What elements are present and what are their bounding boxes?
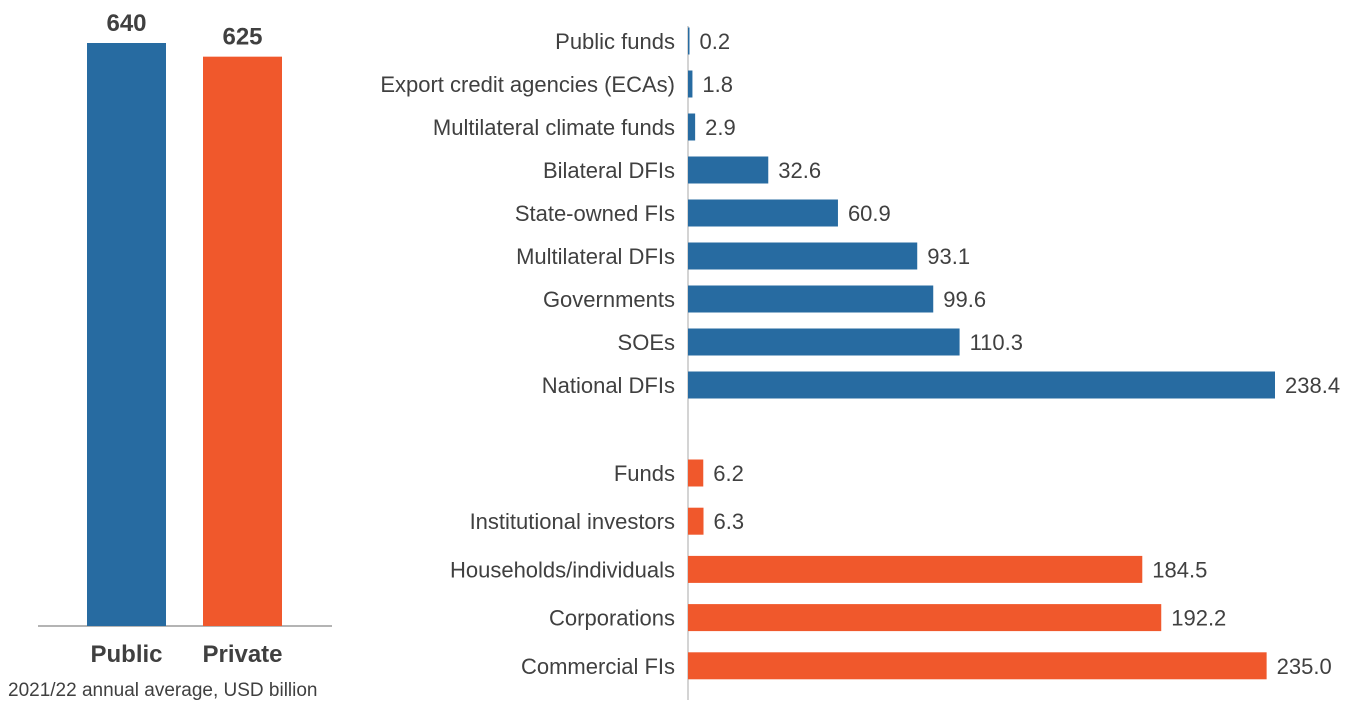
category-label-multilateral-climate-funds: Multilateral climate funds [433, 115, 675, 140]
bar-institutional-investors [688, 507, 704, 535]
bar-governments [688, 285, 934, 313]
value-label-national-dfis: 238.4 [1285, 373, 1340, 398]
bar-households-individuals [688, 555, 1143, 583]
value-label-commercial-fis: 235.0 [1277, 654, 1332, 679]
value-label-private: 625 [222, 24, 262, 51]
value-label-state-owned-fis: 60.9 [848, 201, 891, 226]
bar-public-funds [688, 27, 690, 55]
category-label-institutional-investors: Institutional investors [470, 509, 675, 534]
bar-multilateral-climate-funds [688, 113, 696, 141]
bar-commercial-fis [688, 652, 1267, 680]
bar-funds [688, 459, 704, 487]
bar-export-credit-agencies-ecas [688, 70, 693, 98]
category-label-funds: Funds [614, 461, 675, 486]
category-label-governments: Governments [543, 287, 675, 312]
value-label-multilateral-climate-funds: 2.9 [705, 115, 736, 140]
value-label-public-funds: 0.2 [700, 29, 731, 54]
value-label-funds: 6.2 [713, 461, 744, 486]
bar-bilateral-dfis [688, 156, 769, 184]
totals-bar-chart: 640 Public 625 Private [38, 10, 332, 668]
breakdown-bar-chart: Public funds 0.2 Export credit agencies (E… [380, 26, 1340, 700]
category-label-national-dfis: National DFIs [542, 373, 675, 398]
value-label-export-credit-agencies-ecas: 1.8 [702, 72, 733, 97]
value-label-corporations: 192.2 [1171, 606, 1226, 631]
category-label-public: Public [90, 641, 162, 668]
value-label-multilateral-dfis: 93.1 [927, 244, 970, 269]
chart-caption: 2021/22 annual average, USD billion [8, 680, 318, 701]
value-label-institutional-investors: 6.3 [714, 509, 745, 534]
bar-soes [688, 328, 960, 356]
bar-multilateral-dfis [688, 242, 918, 270]
bar-private [203, 56, 282, 626]
category-label-public-funds: Public funds [555, 29, 675, 54]
category-label-corporations: Corporations [549, 606, 675, 631]
category-label-bilateral-dfis: Bilateral DFIs [543, 158, 675, 183]
category-label-state-owned-fis: State-owned FIs [515, 201, 675, 226]
value-label-bilateral-dfis: 32.6 [778, 158, 821, 183]
value-label-households-individuals: 184.5 [1152, 557, 1207, 582]
category-label-multilateral-dfis: Multilateral DFIs [516, 244, 675, 269]
value-label-public: 640 [106, 10, 146, 37]
value-label-governments: 99.6 [943, 287, 986, 312]
category-label-export-credit-agencies-ecas: Export credit agencies (ECAs) [380, 72, 675, 97]
bar-public [87, 43, 166, 626]
bar-national-dfis [688, 371, 1275, 399]
bar-state-owned-fis [688, 199, 838, 227]
category-label-households-individuals: Households/individuals [450, 557, 675, 582]
category-label-private: Private [202, 641, 282, 668]
value-label-soes: 110.3 [970, 330, 1023, 355]
category-label-commercial-fis: Commercial FIs [521, 654, 675, 679]
category-label-soes: SOEs [618, 330, 675, 355]
bar-corporations [688, 604, 1162, 632]
